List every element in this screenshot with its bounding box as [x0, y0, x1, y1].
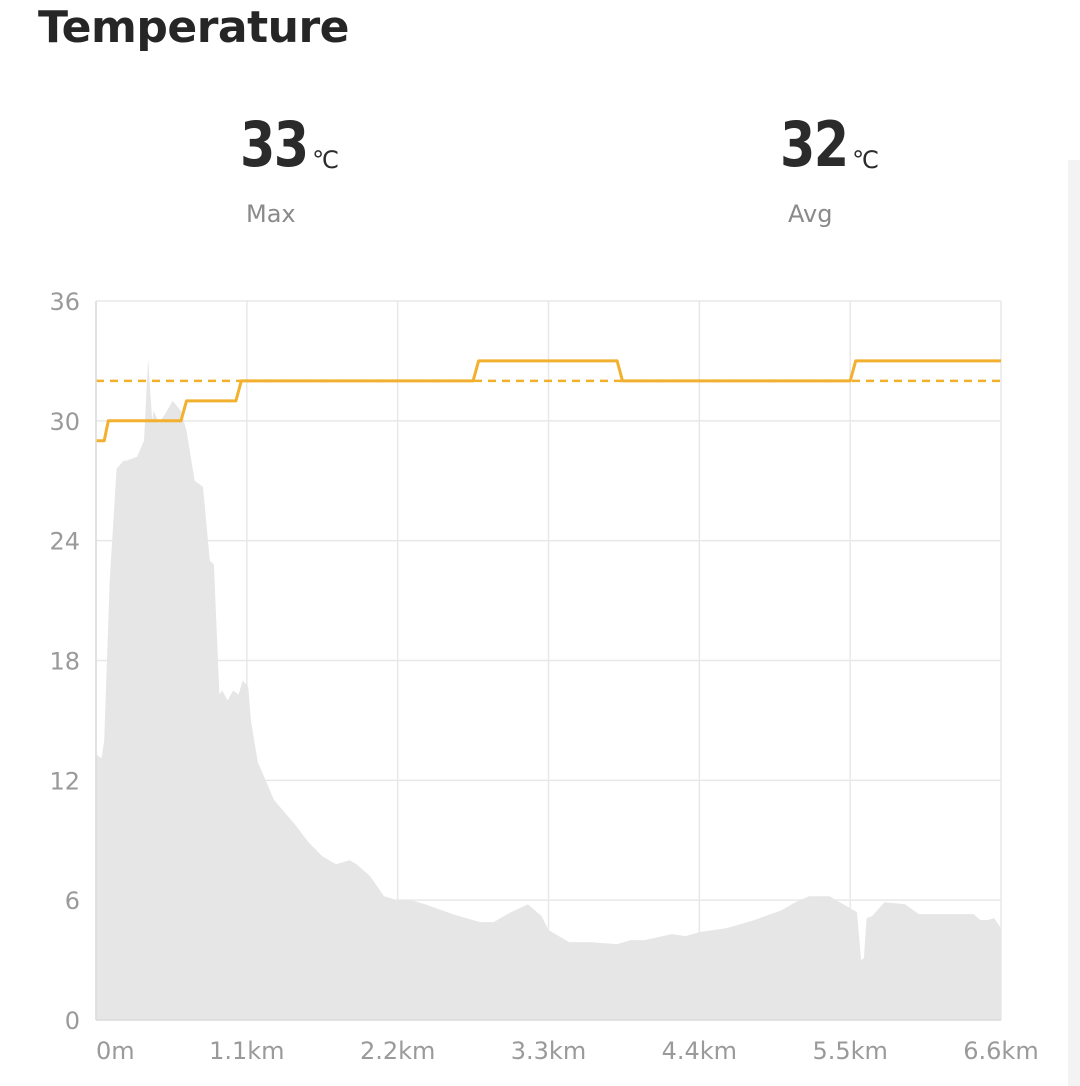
x-tick-label: 0m — [96, 1037, 135, 1065]
temperature-line — [96, 359, 1001, 443]
x-tick-label: 6.6km — [963, 1037, 1038, 1065]
temperature-chart: 0 6 12 18 24 30 36 0m 1.1km 2.2km 3.3km 4.4km 5.5km 6… — [49, 288, 1038, 1065]
chart-area-layer — [96, 358, 1001, 1020]
y-tick-label: 30 — [49, 408, 80, 436]
y-tick-label: 36 — [49, 288, 80, 316]
y-tick-label: 24 — [49, 528, 80, 556]
y-tick-label: 6 — [65, 887, 80, 915]
max-temperature-unit: ℃ — [312, 146, 339, 174]
page-title: Temperature — [38, 2, 350, 53]
avg-temperature-value: 32 — [780, 108, 849, 181]
y-tick-label: 18 — [49, 648, 80, 676]
chart-axes: 0 6 12 18 24 30 36 0m 1.1km 2.2km 3.3km 4.4km 5.5km 6… — [49, 288, 1038, 1065]
avg-temperature-label: Avg — [788, 200, 833, 228]
x-tick-label: 1.1km — [209, 1037, 284, 1065]
altitude-area — [96, 358, 1001, 1020]
max-temperature-value: 33 — [240, 108, 309, 181]
y-tick-label: 12 — [49, 767, 80, 795]
chart-line-layer — [96, 359, 1001, 443]
x-tick-label: 2.2km — [360, 1037, 435, 1065]
avg-temperature-unit: ℃ — [852, 146, 879, 174]
x-tick-label: 4.4km — [662, 1037, 737, 1065]
x-tick-label: 3.3km — [511, 1037, 586, 1065]
side-scroll-strip — [1068, 160, 1080, 1086]
max-temperature-label: Max — [246, 200, 296, 228]
y-tick-label: 0 — [65, 1007, 80, 1035]
x-tick-label: 5.5km — [812, 1037, 887, 1065]
